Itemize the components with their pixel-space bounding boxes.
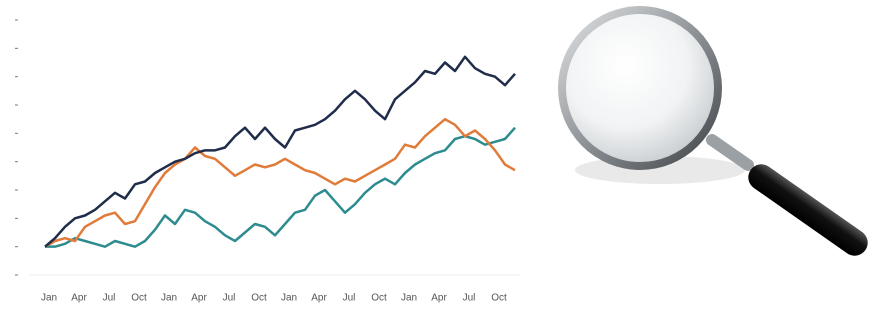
x-tick-label: Jan [161, 293, 177, 304]
x-tick-label: Jan [401, 293, 417, 304]
x-tick-label: Jul [223, 293, 236, 304]
x-tick-label: Oct [131, 293, 147, 304]
chart: Jan Apr Jul Oct Jan Apr Jul Oct Jan Apr Jul Oct Jan A… [0, 0, 877, 309]
x-tick-label: Jan [281, 293, 297, 304]
x-tick-label: Jul [463, 293, 476, 304]
series-line [45, 119, 515, 247]
x-tick-label: Oct [491, 293, 507, 304]
x-tick-label: Apr [191, 293, 207, 304]
magnifying-glass [558, 6, 873, 261]
x-tick-label: Jan [41, 293, 57, 304]
series-line [45, 128, 515, 247]
lens [566, 14, 714, 162]
x-tick-label: Oct [251, 293, 267, 304]
x-tick-label: Apr [71, 293, 87, 304]
page: {"chart_data": { "type": "line", "catego… [0, 0, 877, 309]
handle [743, 159, 873, 261]
x-tick-label: Apr [431, 293, 447, 304]
x-tick-label: Oct [371, 293, 387, 304]
x-tick-label: Jul [103, 293, 116, 304]
x-tick-label: Apr [311, 293, 327, 304]
x-tick-label: Jul [343, 293, 356, 304]
